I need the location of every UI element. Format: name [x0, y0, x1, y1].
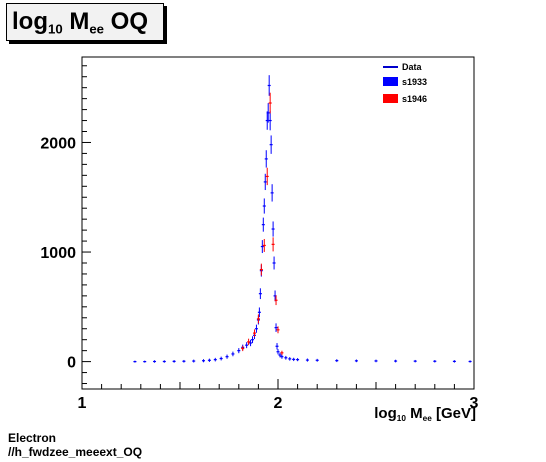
x-tick-label: 2 [274, 395, 283, 412]
axes: 0 1000 2000 1 2 3 [40, 65, 479, 412]
legend: Data s1933 s1946 [383, 62, 427, 104]
legend-label-data: Data [402, 62, 423, 72]
x-tick-label: 3 [470, 395, 479, 412]
y-tick-label: 0 [67, 355, 76, 372]
x-axis-label: log10 Mee [GeV] [374, 405, 476, 423]
footer-line-1: Electron [8, 431, 57, 445]
legend-swatch-s1933 [383, 77, 398, 86]
footer-line-2: //h_fwdzee_meeext_OQ [8, 445, 143, 459]
footer: Electron //h_fwdzee_meeext_OQ [8, 431, 142, 459]
y-tick-label: 1000 [40, 245, 76, 262]
data-marks [133, 75, 472, 363]
x-tick-label: 1 [78, 395, 87, 412]
legend-label-s1933: s1933 [402, 77, 427, 87]
y-tick-label: 2000 [40, 135, 76, 152]
plot-frame [81, 56, 475, 390]
chart-title: log10 Mee OQ [6, 3, 164, 41]
legend-label-s1946: s1946 [402, 94, 427, 104]
legend-swatch-s1946 [383, 94, 398, 103]
